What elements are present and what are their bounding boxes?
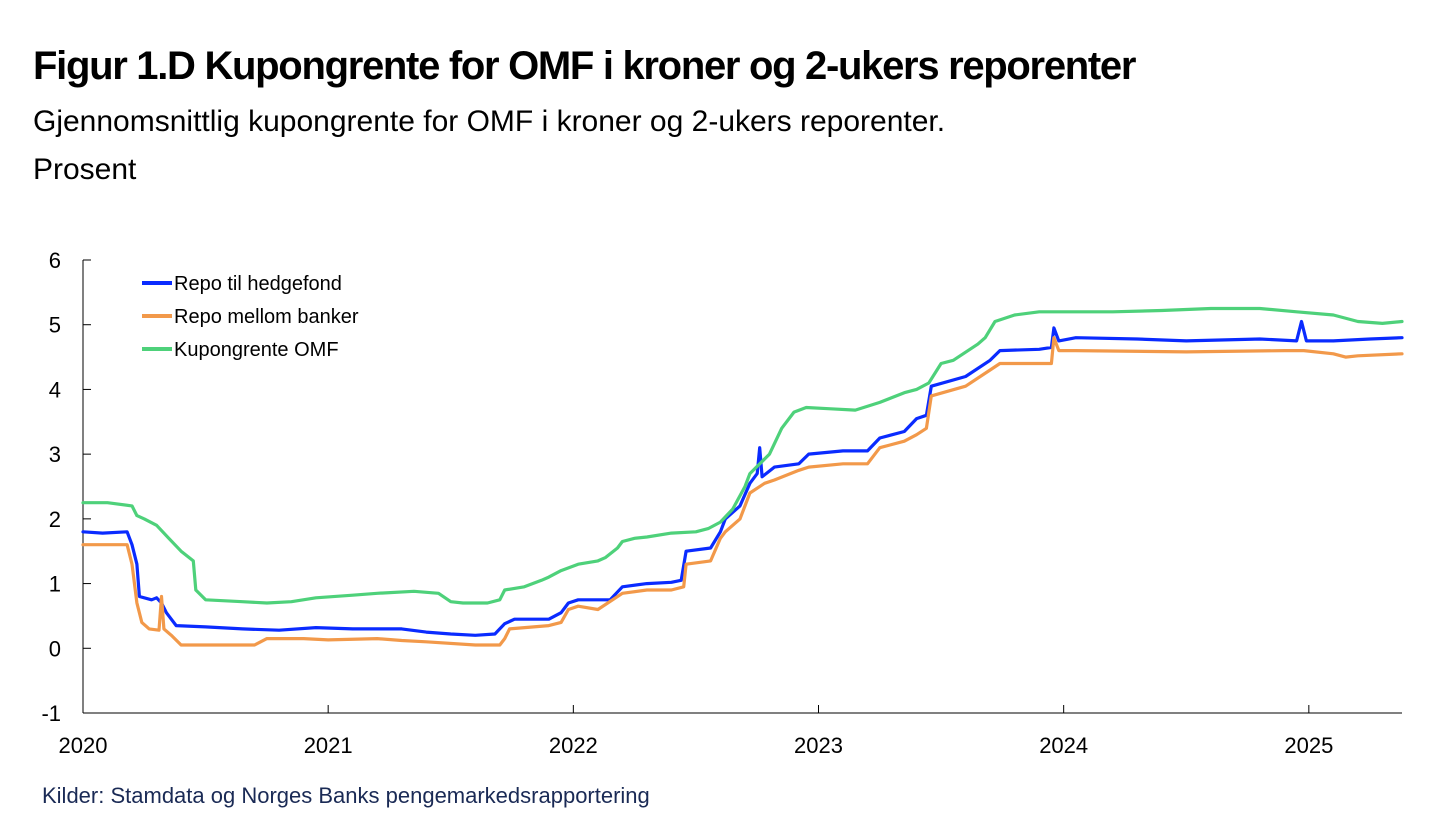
chart-legend: Repo til hedgefond Repo mellom banker Kupo… (142, 273, 359, 361)
chart-axes: 6 5 4 3 2 1 0 -1 2020 2021 2022 2023 2024 2025 (41, 248, 1402, 758)
y-tick-label: 4 (49, 377, 61, 402)
chart-subtitle: Gjennomsnittlig kupongrente for OMF i kr… (33, 98, 945, 194)
x-tick-label: 2024 (1039, 733, 1088, 758)
y-tick-label: 0 (49, 636, 61, 661)
x-tick-label: 2020 (59, 733, 108, 758)
y-tick-label: 6 (49, 248, 61, 273)
y-tick-label: 5 (49, 313, 61, 338)
x-tick-label: 2023 (794, 733, 843, 758)
x-tick-label: 2025 (1284, 733, 1333, 758)
subtitle-line-2: Prosent (33, 153, 137, 186)
x-tick-label: 2021 (304, 733, 353, 758)
legend-label: Repo til hedgefond (174, 273, 342, 295)
series-line-repo-til-hedgefond (81, 319, 1404, 637)
series-line-repo-mellom-banker (81, 336, 1404, 647)
y-tick-label: 1 (49, 572, 61, 597)
chart-title: Figur 1.D Kupongrente for OMF i kroner o… (33, 44, 1136, 88)
series-line-kupongrente-omf (81, 306, 1404, 605)
source-note: Kilder: Stamdata og Norges Banks pengema… (42, 783, 650, 808)
y-tick-label: -1 (41, 701, 61, 726)
legend-label: Kupongrente OMF (174, 339, 339, 361)
chart-series (81, 306, 1404, 647)
x-tick-label: 2022 (549, 733, 598, 758)
legend-label: Repo mellom banker (174, 306, 359, 328)
subtitle-line-1: Gjennomsnittlig kupongrente for OMF i kr… (33, 105, 946, 138)
y-tick-label: 3 (49, 442, 61, 467)
y-tick-label: 2 (49, 507, 61, 532)
